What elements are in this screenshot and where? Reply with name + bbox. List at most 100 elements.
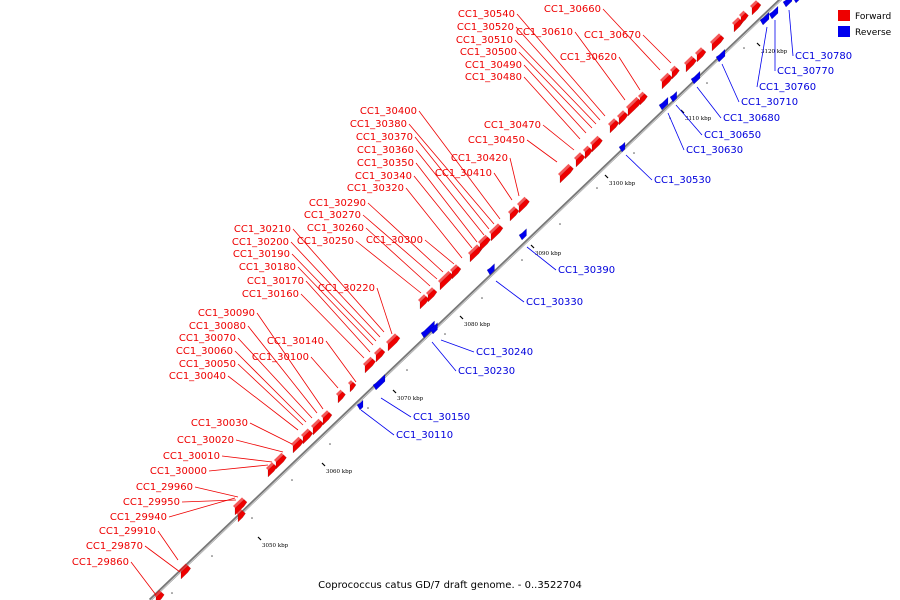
forward-gene-shade (321, 410, 329, 418)
forward-gene (349, 381, 357, 393)
forward-leader-line (181, 499, 237, 503)
forward-gene-label: CC1_30410 (435, 168, 492, 179)
forward-leader-line (247, 325, 318, 414)
reverse-leader-line (526, 246, 557, 271)
forward-gene-label: CC1_30380 (350, 119, 407, 130)
forward-leader-line (515, 26, 601, 121)
forward-leader-line (292, 228, 385, 333)
track-dot (211, 555, 213, 557)
forward-gene-label: CC1_30520 (457, 22, 514, 33)
forward-gene (639, 93, 648, 106)
forward-gene-shade (374, 347, 382, 355)
forward-gene-label: CC1_30470 (484, 120, 541, 131)
reverse-gene-label: CC1_30780 (795, 51, 852, 62)
reverse-gene-label: CC1_30330 (526, 297, 583, 308)
forward-gene-label: CC1_30100 (252, 352, 309, 363)
forward-gene (685, 57, 697, 73)
forward-gene-label: CC1_30500 (460, 47, 517, 58)
reverse-leader-line (721, 63, 740, 103)
forward-gene (740, 12, 749, 25)
forward-gene (292, 438, 304, 454)
forward-leader-line (493, 172, 513, 201)
forward-leader-line (256, 312, 324, 410)
forward-gene-label: CC1_30080 (189, 321, 246, 332)
reverse-gene (356, 399, 364, 411)
backbone-highlight (150, 0, 782, 600)
forward-gene-shade (450, 264, 458, 272)
forward-leader-line (130, 561, 157, 596)
forward-gene-shade (750, 0, 758, 9)
forward-gene-shade (739, 10, 746, 17)
track-dot (481, 297, 483, 299)
forward-leader-line (542, 124, 575, 151)
forward-gene-shade (710, 33, 721, 44)
forward-leader-line (618, 56, 641, 91)
legend: Forward Reverse (838, 10, 892, 38)
forward-gene-shade (311, 418, 321, 428)
forward-gene (509, 207, 520, 222)
reverse-gene-label: CC1_30680 (723, 113, 780, 124)
forward-gene-label: CC1_30400 (360, 106, 417, 117)
forward-gene-shade (489, 223, 500, 234)
forward-gene-shade (558, 163, 571, 176)
forward-gene-shade (468, 244, 479, 255)
forward-leader-line (413, 175, 473, 249)
forward-leader-line (523, 76, 581, 140)
reverse-gene-label: CC1_30110 (396, 430, 453, 441)
forward-gene-shade (179, 563, 188, 572)
tick-layer: 3050 kbp 3060 kbp 3070 kbp 3080 kbp 3090 kbp… (257, 42, 788, 549)
forward-leader-line (325, 340, 357, 383)
track-dot (444, 333, 446, 335)
tick-label: 3110 kbp (685, 116, 712, 122)
forward-leader-line (221, 455, 273, 463)
forward-gene-label: CC1_30340 (355, 171, 412, 182)
legend-reverse-swatch (838, 26, 850, 37)
track-dot (406, 369, 408, 371)
genome-caption: Coprococcus catus GD/7 draft genome. - 0… (318, 580, 582, 591)
reverse-gene (518, 228, 527, 241)
track-dot (706, 82, 708, 84)
forward-gene-shade (684, 55, 694, 65)
forward-gene-label: CC1_30300 (366, 235, 423, 246)
forward-gene (155, 591, 165, 600)
forward-leader-line (291, 253, 377, 342)
forward-gene-label: CC1_30670 (584, 30, 641, 41)
forward-leader-line (297, 266, 374, 346)
forward-leader-line (415, 149, 485, 236)
forward-gene-shade (266, 462, 274, 470)
forward-gene-shade (508, 206, 516, 214)
reverse-gene (669, 90, 677, 103)
reverse-gene-label: CC1_30150 (413, 412, 470, 423)
reverse-gene (658, 96, 669, 111)
reverse-gene (782, 0, 793, 8)
forward-leader-line (208, 464, 269, 472)
forward-gene-label: CC1_30090 (198, 308, 255, 319)
track-dot (329, 443, 331, 445)
reverse-gene (486, 263, 495, 276)
forward-gene-label: CC1_30420 (451, 153, 508, 164)
forward-gene-label: CC1_29910 (99, 526, 156, 537)
reverse-leader-line (696, 86, 722, 119)
tick-mark (392, 389, 397, 394)
forward-leader-line (518, 51, 593, 129)
forward-gene-label: CC1_29960 (136, 482, 193, 493)
forward-leader-line (414, 136, 490, 230)
reverse-gene (793, 0, 800, 4)
forward-leader-line (523, 64, 587, 134)
forward-leader-line (144, 545, 181, 573)
forward-leader-line (234, 350, 307, 423)
reverse-gene-label: CC1_30770 (777, 66, 834, 77)
forward-gene-shade (695, 47, 703, 55)
track-dot (596, 187, 598, 189)
reverse-leader-line (788, 9, 794, 57)
forward-gene-label: CC1_30050 (179, 359, 236, 370)
forward-gene-shade (301, 428, 310, 437)
reverse-leader-line (440, 339, 475, 353)
tick-label: 3070 kbp (397, 396, 424, 402)
forward-gene-label: CC1_30320 (347, 183, 404, 194)
forward-leader-line (194, 486, 239, 498)
gene-layer (154, 0, 800, 600)
reverse-gene (715, 48, 726, 63)
forward-gene (275, 454, 287, 470)
